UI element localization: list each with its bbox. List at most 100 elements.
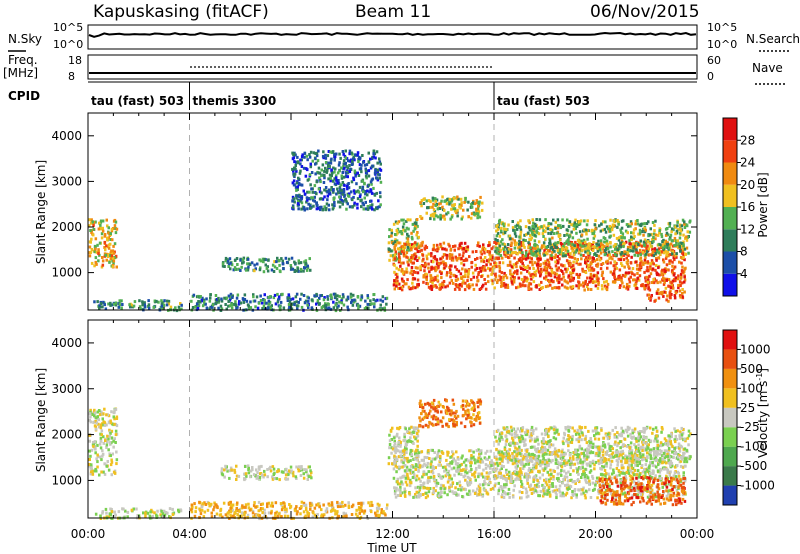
power-echo-cell [540,267,543,271]
power-echo-cell [371,207,374,211]
power-echo-cell [411,237,414,241]
velocity-echo-cell [101,449,104,453]
velocity-echo-cell [569,473,572,476]
power-echo-cell [594,284,598,288]
power-echo-cell [473,202,477,206]
power-echo-cell [376,161,379,165]
power-echo-cell [645,275,648,279]
power-echo-cell [502,222,505,226]
velocity-echo-cell [583,449,586,453]
velocity-echo-cell [377,507,381,511]
power-echo-cell [458,205,461,209]
power-echo-cell [612,219,616,223]
cpid-segment-label: tau (fast) 503 [91,94,184,108]
velocity-echo-cell [274,511,277,515]
power-echo-cell [313,184,317,188]
power-echo-cell [618,244,621,248]
velocity-echo-cell [102,441,105,445]
power-echo-cell [327,190,331,193]
power-echo-cell [245,268,248,272]
velocity-echo-cell [117,510,121,514]
velocity-echo-cell [297,465,301,469]
power-echo-cell [601,228,604,232]
power-echo-cell [674,279,677,283]
power-echo-cell [596,271,600,275]
power-echo-cell [609,245,612,249]
velocity-echo-cell [427,476,430,480]
power-echo-cell [590,274,593,278]
power-echo-cell [443,208,446,212]
power-echo-cell [324,153,327,157]
power-echo-cell [306,266,310,270]
velocity-echo-cell [345,514,348,518]
power-echo-cell [374,156,377,160]
power-echo-cell [520,278,524,281]
power-echo-cell [663,241,666,245]
power-echo-cell [290,307,294,311]
power-echo-cell [449,256,452,260]
power-echo-cell [334,174,338,178]
power-echo-cell [515,286,518,290]
power-echo-cell [562,275,565,279]
power-echo-cell [223,296,226,300]
power-echo-cell [338,195,341,199]
power-echo-cell [496,241,499,245]
power-echo-cell [312,151,316,155]
velocity-echo-cell [514,478,517,482]
power-echo-cell [300,201,304,205]
power-echo-cell [654,233,658,237]
power-echo-cell [364,190,367,194]
power-echo-cell [616,248,619,252]
power-echo-cell [456,277,460,281]
power-echo-cell [411,273,414,277]
power-echo-cell [350,163,354,166]
power-echo-cell [425,211,428,215]
velocity-echo-cell [432,491,435,494]
power-echo-cell [508,234,512,238]
velocity-echo-cell [271,477,275,481]
power-echo-cell [535,254,538,258]
power-echo-cell [162,300,165,304]
velocity-echo-cell [254,513,257,517]
power-echo-cell [234,300,237,304]
velocity-echo-cell [99,514,102,518]
power-echo-cell [623,274,627,278]
power-echo-cell [662,276,665,280]
velocity-echo-cell [309,469,312,473]
velocity-echo-cell [162,515,165,519]
power-echo-cell [354,153,357,157]
power-echo-cell [346,183,349,187]
power-echo-cell [101,259,105,263]
power-echo-cell [657,256,661,260]
power-echo-cell [347,194,350,198]
power-echo-cell [591,228,594,232]
power-echo-cell [676,224,679,228]
power-echo-cell [630,222,633,226]
power-echo-cell [451,203,454,207]
power-echo-cell [515,227,519,231]
power-echo-cell [455,284,458,288]
power-echo-cell [628,284,631,288]
velocity-echo-cell [422,458,425,462]
power-echo-cell [582,284,585,288]
power-echo-cell [342,190,346,194]
power-echo-cell [343,194,346,198]
power-echo-cell [143,301,146,305]
power-echo-cell [514,251,517,254]
power-echo-cell [624,229,628,233]
velocity-echo-cell [398,436,401,440]
power-echo-cell [542,235,545,238]
velocity-echo-cell [258,517,261,521]
power-echo-cell [429,286,432,290]
power-echo-cell [431,205,434,209]
velocity-echo-cell [355,508,358,512]
velocity-echo-cell [108,434,111,438]
power-echo-cell [343,183,346,187]
power-echo-cell [494,262,498,266]
velocity-echo-cell [458,484,462,488]
velocity-echo-cell [585,481,589,485]
power-echo-cell [425,278,428,282]
power-echo-cell [101,305,104,309]
power-echo-cell [545,245,548,249]
power-echo-cell [542,229,545,233]
